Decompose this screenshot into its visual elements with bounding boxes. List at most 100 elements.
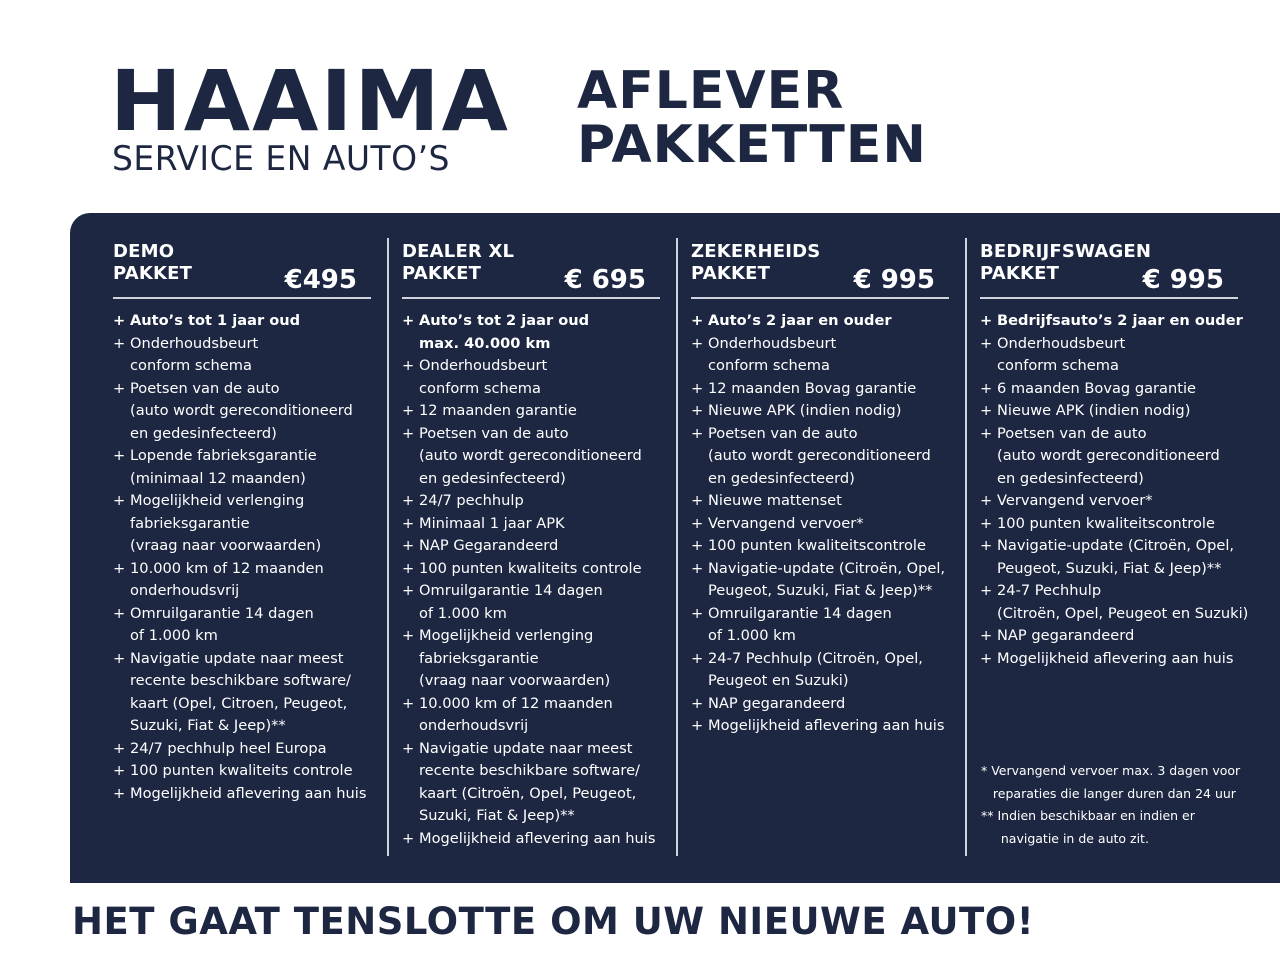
page-title: AFLEVER PAKKETTEN [577, 64, 927, 172]
feature-item: 24/7 pechhulp heel Europa [113, 738, 371, 761]
feature-item: Omruilgarantie 14 dagen of 1.000 km [113, 603, 371, 648]
feature-line: Navigatie update naar meest [130, 649, 344, 667]
package-name: BEDRIJFSWAGEN PAKKET [980, 238, 1238, 285]
feature-line: Mogelijkheid aflevering aan huis [419, 829, 656, 847]
feature-line: Bedrijfsauto’s 2 jaar en ouder [997, 312, 1243, 329]
feature-item: 100 punten kwaliteits controle [113, 760, 371, 783]
package-price: € 995 [1142, 265, 1224, 295]
package-name: DEMO PAKKET [113, 238, 371, 285]
package-price: € 995 [853, 265, 935, 295]
package-name-line: BEDRIJFSWAGEN [980, 241, 1152, 262]
feature-item: Nieuwe APK (indien nodig) [691, 400, 949, 423]
package-price: € 695 [564, 265, 646, 295]
feature-line: Nieuwe APK (indien nodig) [997, 402, 1191, 419]
feature-line: conform schema [708, 357, 830, 374]
feature-line: en gedesinfecteerd) [419, 469, 566, 487]
title-line-1: AFLEVER [577, 61, 845, 121]
feature-line: en gedesinfecteerd) [708, 469, 855, 487]
feature-line: Peugeot en Suzuki) [708, 672, 849, 689]
logo-tagline: SERVICE EN AUTO’S [112, 139, 450, 179]
footnotes: * Vervangend vervoer max. 3 dagen voor r… [981, 760, 1240, 850]
feature-item: Poetsen van de auto (auto wordt gerecondi… [980, 423, 1238, 491]
column-divider [965, 238, 967, 856]
feature-item: Onderhoudsbeurt conform schema [691, 333, 949, 378]
feature-line: Mogelijkheid aflevering aan huis [997, 649, 1234, 667]
feature-line: Suzuki, Fiat & Jeep)** [130, 717, 286, 734]
feature-line: Minimaal 1 jaar APK [419, 514, 565, 532]
feature-line: Omruilgarantie 14 dagen [419, 582, 603, 599]
feature-line: kaart (Opel, Citroen, Peugeot, [130, 694, 348, 712]
feature-line: Onderhoudsbeurt [130, 334, 259, 352]
footnote-line: * Vervangend vervoer max. 3 dagen voor [981, 763, 1241, 778]
footnote-line: reparaties die langer duren dan 24 uur [981, 785, 1236, 801]
package-name-line: PAKKET [980, 263, 1060, 284]
feature-line: fabrieksgarantie [419, 649, 539, 667]
feature-line: onderhoudsvrij [419, 717, 529, 734]
feature-line: 24/7 pechhulp heel Europa [130, 739, 327, 757]
feature-line: Omruilgarantie 14 dagen [708, 604, 892, 622]
feature-line: 6 maanden Bovag garantie [997, 379, 1196, 397]
feature-line: Mogelijkheid aflevering aan huis [708, 717, 945, 734]
feature-line: (Citroën, Opel, Peugeot en Suzuki) [997, 604, 1249, 622]
feature-line: Nieuwe mattenset [708, 492, 842, 509]
feature-line: (auto wordt gereconditioneerd [997, 447, 1220, 464]
feature-item: Minimaal 1 jaar APK [402, 513, 660, 536]
feature-line: kaart (Citroën, Opel, Peugeot, [419, 784, 637, 802]
feature-line: Vervangend vervoer* [997, 492, 1153, 509]
title-line-2: PAKKETTEN [577, 115, 927, 175]
feature-item: Nieuwe APK (indien nodig) [980, 400, 1238, 423]
feature-item: Auto’s tot 2 jaar oud max. 40.000 km [402, 310, 660, 355]
feature-line: Auto’s tot 1 jaar oud [130, 312, 301, 329]
package-header: ZEKERHEIDS PAKKET € 995 [691, 238, 949, 299]
feature-item: Mogelijkheid verlenging fabrieksgarantie (… [113, 490, 371, 558]
feature-line: recente beschikbare software/ [419, 762, 640, 779]
footnote-line: ** Indien beschikbaar en indien er [981, 808, 1195, 823]
feature-item: Mogelijkheid aflevering aan huis [691, 715, 949, 738]
feature-item: Mogelijkheid verlenging fabrieksgarantie (… [402, 625, 660, 693]
package-name: DEALER XL PAKKET [402, 238, 660, 285]
package-name: ZEKERHEIDS PAKKET [691, 238, 949, 285]
package-price: €495 [284, 265, 357, 295]
feature-item: 10.000 km of 12 maanden onderhoudsvrij [113, 558, 371, 603]
package-name-line: DEMO [113, 241, 175, 262]
feature-item: 100 punten kwaliteitscontrole [691, 535, 949, 558]
feature-item: Navigatie-update (Citroën, Opel, Peugeot,… [691, 558, 949, 603]
feature-line: recente beschikbare software/ [130, 672, 351, 689]
feature-line: NAP Gegarandeerd [419, 537, 559, 554]
feature-line: 10.000 km of 12 maanden [419, 694, 613, 712]
feature-line: Onderhoudsbeurt [419, 357, 548, 374]
feature-item: NAP gegarandeerd [691, 693, 949, 716]
feature-line: (vraag naar voorwaarden) [130, 537, 322, 554]
feature-item: Onderhoudsbeurt conform schema [980, 333, 1238, 378]
feature-item: Onderhoudsbeurt conform schema [113, 333, 371, 378]
feature-line: 100 punten kwaliteitscontrole [708, 537, 926, 554]
footer-slogan: HET GAAT TENSLOTTE OM UW NIEUWE AUTO! [72, 900, 1035, 943]
feature-item: Mogelijkheid aflevering aan huis [980, 648, 1238, 671]
feature-item: Navigatie update naar meest recente besch… [113, 648, 371, 738]
feature-line: 100 punten kwaliteits controle [419, 559, 642, 577]
package-features: Bedrijfsauto’s 2 jaar en ouder Onderhouds… [980, 310, 1249, 671]
feature-line: Nieuwe APK (indien nodig) [708, 402, 902, 419]
feature-item: Navigatie update naar meest recente besch… [402, 738, 660, 828]
feature-line: en gedesinfecteerd) [997, 469, 1144, 487]
feature-line: Onderhoudsbeurt [708, 334, 837, 352]
feature-item: 6 maanden Bovag garantie [980, 378, 1238, 401]
feature-line: en gedesinfecteerd) [130, 424, 277, 442]
feature-item: NAP Gegarandeerd [402, 535, 660, 558]
package-name-line: DEALER XL [402, 241, 515, 262]
feature-line: Poetsen van de auto [130, 379, 280, 397]
column-divider [676, 238, 678, 856]
package-name-line: PAKKET [691, 263, 771, 284]
feature-item: Omruilgarantie 14 dagen of 1.000 km [402, 580, 660, 625]
feature-line: Lopende fabrieksgarantie [130, 447, 317, 464]
feature-line: (auto wordt gereconditioneerd [130, 402, 353, 419]
package-features: Auto’s tot 2 jaar oud max. 40.000 km Onder… [402, 310, 660, 850]
feature-item: Auto’s 2 jaar en ouder [691, 310, 949, 333]
feature-line: 100 punten kwaliteits controle [130, 762, 353, 779]
feature-item: 12 maanden Bovag garantie [691, 378, 949, 401]
feature-line: Onderhoudsbeurt [997, 334, 1126, 352]
feature-line: Navigatie-update (Citroën, Opel, [708, 559, 946, 577]
feature-item: Vervangend vervoer* [980, 490, 1238, 513]
